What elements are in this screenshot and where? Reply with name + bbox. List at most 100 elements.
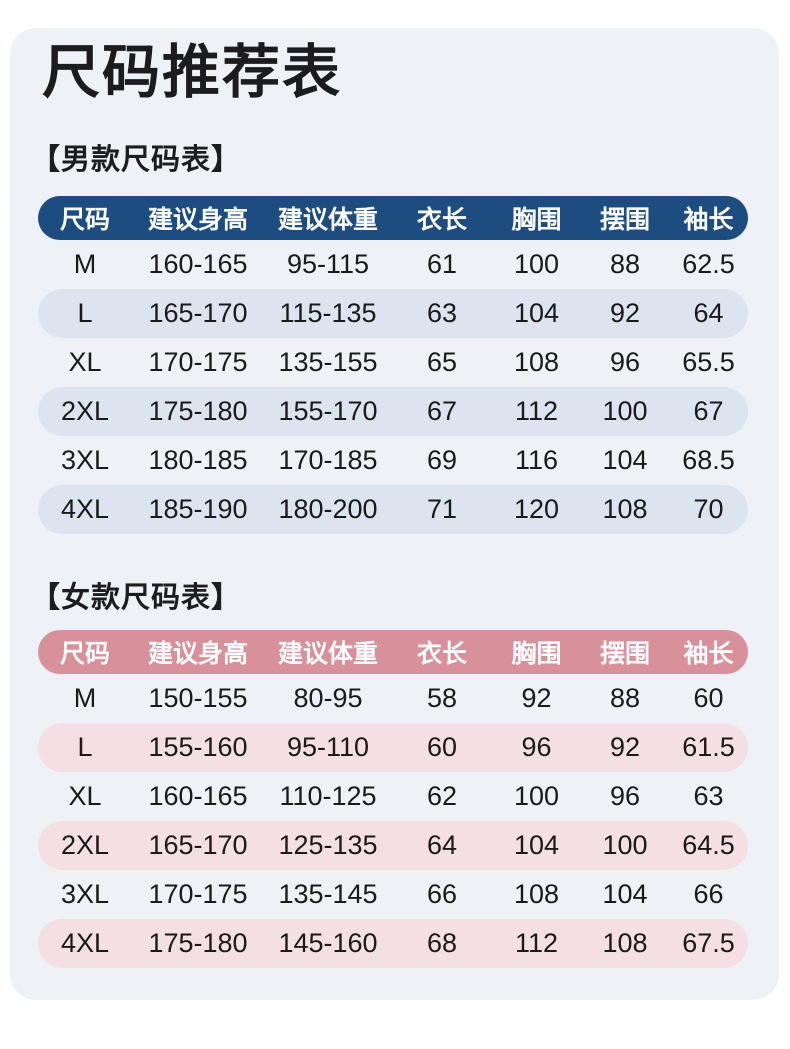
- column-header: 建议体重: [277, 640, 378, 668]
- table-cell: 170-175: [148, 347, 248, 377]
- table-cell: 60: [426, 732, 458, 762]
- table-cell: 65: [426, 347, 458, 377]
- table-cell: 88: [609, 683, 641, 713]
- column-header: 袖长: [683, 206, 734, 234]
- table-cell: 155-170: [278, 396, 378, 426]
- table-cell: 100: [513, 249, 560, 279]
- mens-table-body: M 160-165 95-115 61 100 88 62.5 L 165-170 115-135…: [38, 240, 748, 534]
- column-header: 尺码: [59, 640, 110, 668]
- table-cell: 95-115: [286, 249, 370, 279]
- womens-section-label: 【女款尺码表】: [31, 582, 242, 614]
- table-cell: 66: [426, 879, 458, 909]
- table-cell: 64: [693, 298, 724, 328]
- column-header: 建议身高: [147, 640, 248, 668]
- table-cell: 115-135: [279, 298, 377, 328]
- table-cell: 63: [426, 298, 458, 328]
- table-cell: 3XL: [60, 445, 110, 475]
- table-cell: 67.5: [682, 928, 735, 958]
- table-cell: 65.5: [682, 347, 735, 377]
- table-cell: 61.5: [682, 732, 735, 762]
- column-header: 胸围: [511, 206, 562, 234]
- column-header: 衣长: [416, 206, 467, 234]
- table-cell: L: [77, 732, 93, 762]
- table-cell: M: [73, 249, 97, 279]
- table-cell: 71: [426, 494, 458, 524]
- table-row-3XL: 3XL 170-175 135-145 66 108 104 66: [38, 870, 748, 919]
- table-cell: 61: [426, 249, 458, 279]
- table-cell: 160-165: [148, 249, 248, 279]
- table-row-2XL: 2XL 175-180 155-170 67 112 100 67: [38, 387, 748, 436]
- column-header: 摆围: [599, 206, 650, 234]
- table-row-M: M 150-155 80-95 58 92 88 60: [38, 674, 748, 723]
- table-cell: 68: [426, 928, 458, 958]
- table-cell: 64.5: [682, 830, 735, 860]
- table-cell: 108: [602, 494, 648, 524]
- table-cell: 67: [693, 396, 724, 426]
- table-cell: 180-185: [148, 445, 248, 475]
- table-cell: 170-175: [148, 879, 248, 909]
- table-cell: 155-160: [148, 732, 248, 762]
- table-cell: 4XL: [60, 494, 110, 524]
- table-cell: 64: [426, 830, 458, 860]
- table-row-XL: XL 160-165 110-125 62 100 96 63: [38, 772, 748, 821]
- table-cell: 58: [426, 683, 458, 713]
- column-header: 衣长: [416, 640, 467, 668]
- mens-table-header-row: 尺码 建议身高 建议体重 衣长 胸围 摆围 袖长: [38, 196, 748, 240]
- table-row-M: M 160-165 95-115 61 100 88 62.5: [38, 240, 748, 289]
- table-cell: 108: [513, 347, 560, 377]
- page-title: 尺码推荐表: [42, 40, 343, 105]
- table-cell: 92: [609, 298, 641, 328]
- table-cell: 80-95: [293, 683, 363, 713]
- table-cell: 2XL: [60, 396, 110, 426]
- table-cell: 92: [521, 683, 552, 713]
- table-cell: 100: [513, 781, 560, 811]
- table-row-XL: XL 170-175 135-155 65 108 96 65.5: [38, 338, 748, 387]
- table-cell: 135-145: [278, 879, 378, 909]
- column-header: 摆围: [599, 640, 650, 668]
- table-row-4XL: 4XL 185-190 180-200 71 120 108 70: [38, 485, 748, 534]
- table-cell: 62: [426, 781, 458, 811]
- table-cell: 120: [513, 494, 560, 524]
- table-cell: 104: [602, 445, 648, 475]
- table-cell: L: [77, 298, 93, 328]
- table-cell: 67: [426, 396, 458, 426]
- table-cell: 104: [513, 830, 560, 860]
- table-cell: 96: [609, 347, 641, 377]
- table-cell: 175-180: [148, 396, 248, 426]
- table-cell: XL: [68, 781, 102, 811]
- table-cell: 66: [693, 879, 724, 909]
- table-cell: 3XL: [60, 879, 110, 909]
- column-header: 建议体重: [277, 206, 378, 234]
- column-header: 胸围: [511, 640, 562, 668]
- mens-size-table: 尺码 建议身高 建议体重 衣长 胸围 摆围 袖长 M 160-165 95-115 61 100 88…: [38, 196, 748, 534]
- table-cell: 92: [609, 732, 641, 762]
- table-cell: 165-170: [148, 298, 248, 328]
- table-cell: 135-155: [278, 347, 378, 377]
- table-cell: 150-155: [148, 683, 248, 713]
- table-cell: M: [73, 683, 97, 713]
- column-header: 建议身高: [147, 206, 248, 234]
- table-cell: 108: [602, 928, 648, 958]
- table-cell: 160-165: [148, 781, 248, 811]
- womens-table-header-row: 尺码 建议身高 建议体重 衣长 胸围 摆围 袖长: [38, 630, 748, 674]
- table-cell: 88: [609, 249, 641, 279]
- table-cell: 112: [514, 396, 559, 426]
- table-cell: 110-125: [279, 781, 377, 811]
- womens-table-body: M 150-155 80-95 58 92 88 60 L 155-160 95-110 60 96 9…: [38, 674, 748, 968]
- table-cell: 96: [521, 732, 552, 762]
- table-cell: 4XL: [60, 928, 110, 958]
- table-cell: 116: [514, 445, 559, 475]
- table-cell: 62.5: [682, 249, 735, 279]
- table-cell: 100: [602, 396, 648, 426]
- table-row-4XL: 4XL 175-180 145-160 68 112 108 67.5: [38, 919, 748, 968]
- table-cell: XL: [68, 347, 102, 377]
- mens-section-label: 【男款尺码表】: [31, 144, 242, 176]
- column-header: 尺码: [59, 206, 110, 234]
- table-cell: 2XL: [60, 830, 110, 860]
- table-cell: 100: [602, 830, 648, 860]
- table-cell: 180-200: [278, 494, 378, 524]
- table-cell: 69: [426, 445, 458, 475]
- table-cell: 60: [693, 683, 724, 713]
- table-cell: 104: [602, 879, 648, 909]
- table-cell: 63: [693, 781, 724, 811]
